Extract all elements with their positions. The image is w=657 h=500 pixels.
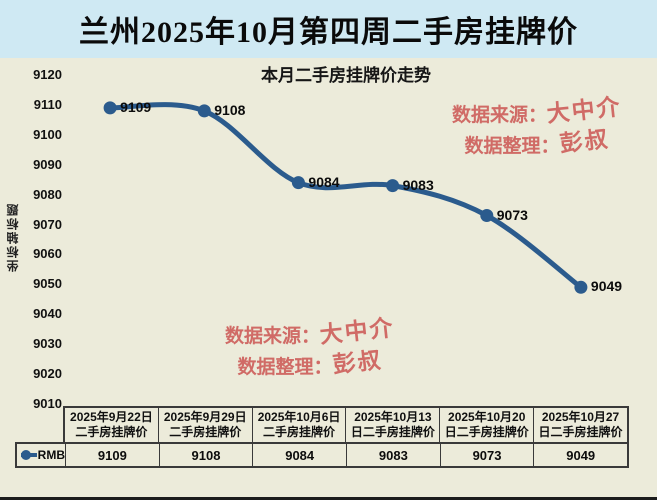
data-point-marker — [480, 209, 494, 222]
data-point-marker — [197, 104, 211, 118]
y-tick-label: 9010 — [33, 395, 62, 411]
data-point-label: 9084 — [308, 173, 340, 190]
data-table: 2025年9月22日 二手房挂牌价 2025年9月29日 二手房挂牌价 2025年1… — [15, 406, 631, 468]
line-series-svg — [103, 101, 588, 294]
watermark-compiler-line: 数据整理：彭叔 — [428, 126, 646, 162]
legend-label: RMB — [37, 448, 65, 462]
watermark-source-label: 数据来源： — [451, 105, 547, 126]
legend-dot-left — [21, 450, 31, 460]
data-point-marker — [291, 176, 305, 190]
chart-title: 本月二手房挂牌价走势 — [261, 66, 431, 85]
watermark-compiler-label: 数据整理： — [237, 357, 333, 378]
y-tick-label: 9070 — [33, 216, 62, 232]
y-tick-label: 9020 — [33, 366, 62, 381]
y-tick-label: 9120 — [33, 67, 62, 82]
y-tick-label: 9040 — [33, 306, 62, 322]
watermark-source-line: 数据来源：大中介 — [428, 94, 646, 131]
data-point-label: 9073 — [496, 206, 528, 223]
legend-line-marker-icon — [21, 450, 37, 460]
table-header-cell: 2025年9月22日 二手房挂牌价 — [70, 410, 153, 439]
page-title: 兰州2025年10月第四周二手房挂牌价 — [79, 16, 578, 49]
table-value-cell: 9073 — [439, 444, 534, 466]
data-point-marker — [386, 179, 400, 193]
legend-cell: RMB — [17, 444, 65, 466]
y-tick-label: 9030 — [33, 336, 62, 352]
data-table-value-row: RMB 9109 9108 9084 9083 9073 9049 — [15, 442, 629, 468]
table-value-cell: 9108 — [158, 444, 253, 466]
table-header-cell: 2025年10月27 日二手房挂牌价 — [533, 408, 627, 442]
table-header-cell: 2025年9月29日 二手房挂牌价 — [157, 408, 252, 442]
y-tick-label: 9110 — [33, 96, 62, 112]
watermark-top: 数据来源：大中介 数据整理：彭叔 — [428, 94, 646, 162]
y-tick-label: 9050 — [33, 276, 62, 292]
table-value-cell: 9084 — [252, 444, 346, 466]
table-value-cell: 9109 — [65, 444, 159, 466]
watermark-bottom: 数据来源：大中介 数据整理：彭叔 — [194, 315, 426, 383]
table-header-cell: 2025年10月13 日二手房挂牌价 — [345, 408, 439, 442]
watermark-source-label: 数据来源： — [224, 326, 320, 347]
watermark-compiler-value: 彭叔 — [330, 347, 384, 378]
data-point-label: 9108 — [214, 101, 246, 118]
watermark-compiler-label: 数据整理： — [464, 136, 560, 157]
y-tick-label: 9100 — [33, 126, 62, 142]
watermark-compiler-value: 彭叔 — [557, 126, 611, 157]
table-value-cell: 9049 — [533, 444, 627, 466]
y-tick-label: 9090 — [33, 156, 62, 172]
y-tick-label: 9060 — [33, 246, 62, 262]
table-value-cell: 9083 — [346, 444, 440, 466]
data-point-marker — [574, 280, 588, 294]
data-point-label: 9109 — [120, 98, 152, 115]
title-bar: 兰州2025年10月第四周二手房挂牌价 — [0, 0, 657, 58]
data-point-marker — [103, 101, 117, 115]
chart-area: 本月二手房挂牌价走势 坐标轴标题 9120 9110 9100 9090 9080 907… — [0, 58, 657, 497]
watermark-source-line: 数据来源：大中介 — [194, 315, 426, 352]
data-point-label: 9083 — [402, 176, 434, 193]
watermark-compiler-line: 数据整理：彭叔 — [194, 347, 426, 383]
data-point-label: 9049 — [590, 278, 623, 295]
data-table-header-row: 2025年9月22日 二手房挂牌价 2025年9月29日 二手房挂牌价 2025年1… — [63, 406, 629, 442]
y-tick-label: 9080 — [33, 186, 62, 202]
table-header-cell: 2025年10月6日 二手房挂牌价 — [251, 408, 346, 442]
table-header-cell: 2025年10月20 日二手房挂牌价 — [439, 408, 533, 442]
